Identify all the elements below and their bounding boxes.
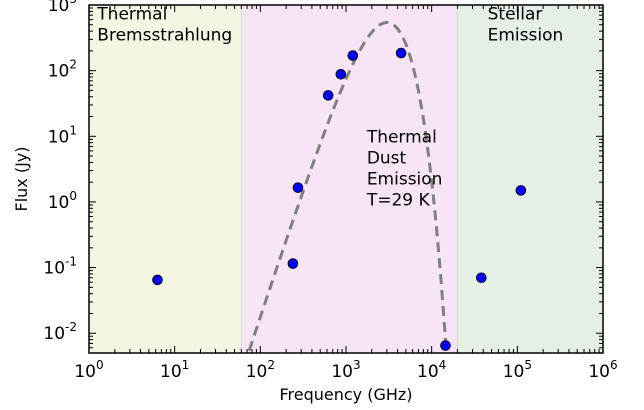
y-axis-label: Flux (Jy) [12,146,31,211]
data-point [335,68,347,80]
region-label-line: Emission [367,170,443,190]
region-label-line: Thermal [96,5,167,25]
tick-label: 102 [48,58,77,82]
region-band-2 [457,5,603,353]
data-point [292,182,304,193]
y-axis-ticks: 10-2 10-1 100 101 102 103 [43,0,603,354]
tick-label: 104 [417,358,446,382]
data-point [440,340,451,351]
tick-label: 100 [74,358,103,382]
data-point [347,50,359,61]
data-point [152,274,163,286]
tick-label: 103 [331,358,360,382]
region-label-line: Dust [367,149,407,169]
tick-label: 103 [48,0,77,16]
data-point [395,47,407,59]
x-axis-ticks: 100 101 102 103 104 105 106 [74,5,618,382]
tick-label: 101 [48,123,77,147]
data-points [152,47,527,351]
tick-label: 102 [246,358,275,382]
tick-label: 10-1 [43,255,77,279]
tick-label: 105 [503,358,532,382]
tick-label: 10-2 [43,320,77,344]
data-point [287,258,299,269]
data-point [322,90,334,101]
region-label-line: T=29 K [366,191,431,211]
data-point [515,185,527,196]
region-label-line: Thermal [366,128,437,148]
region-label-line: Stellar [488,5,543,25]
region-label-line: Bremsstrahlung [97,26,232,46]
tick-label: 106 [588,358,617,382]
tick-label: 100 [48,189,77,213]
emission-regions [89,5,603,353]
region-labels: ThermalBremsstrahlungThermalDustEmission… [96,5,563,211]
data-point [476,272,487,284]
region-label-line: Emission [488,26,564,46]
region-band-1 [241,5,458,353]
region-band-0 [89,5,242,353]
x-axis-label: Frequency (GHz) [279,385,412,404]
tick-label: 101 [160,358,189,382]
